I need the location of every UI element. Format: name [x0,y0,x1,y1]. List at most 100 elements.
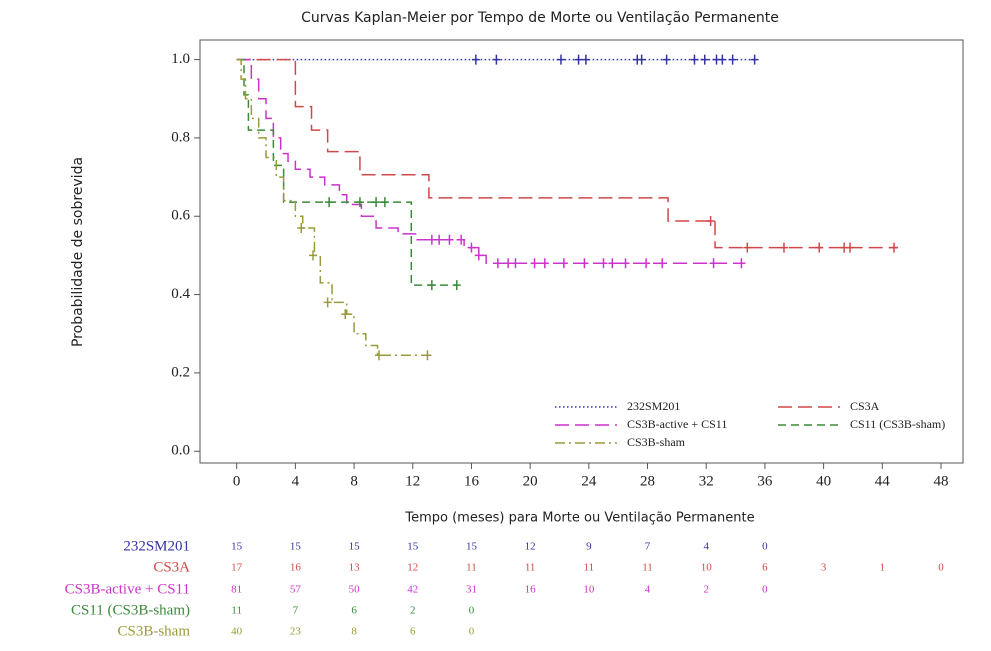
risk-count: 4 [645,584,651,596]
risk-count: 13 [349,562,361,574]
risk-count: 7 [645,541,651,553]
x-tick-label: 28 [640,473,655,489]
censor-mark [427,280,436,291]
risk-count: 16 [290,562,302,574]
censor-mark [658,258,667,269]
censor-mark [700,54,709,65]
risk-count: 50 [349,584,361,596]
risk-count: 9 [586,541,592,553]
censor-mark [815,242,824,253]
censor-mark [474,250,483,261]
censor-mark [737,258,746,269]
risk-count: 11 [584,562,595,574]
risk-row-label: CS3A [153,559,190,575]
risk-count: 15 [290,541,302,553]
censor-mark [467,242,476,253]
censor-mark [341,309,350,320]
legend-label: CS11 (CS3B-sham) [850,417,945,431]
censor-mark [743,242,752,253]
censor-mark [690,54,699,65]
km-curve [236,58,742,264]
censor-mark [728,54,737,65]
risk-count: 2 [703,584,709,596]
legend-label: CS3A [850,399,880,413]
censor-mark [637,54,646,65]
censor-mark [750,54,759,65]
risk-count: 17 [231,562,243,574]
censor-mark [706,215,715,226]
censor-mark [574,54,583,65]
risk-count: 12 [407,562,418,574]
risk-count: 2 [410,605,416,617]
risk-count: 40 [231,626,243,638]
censor-mark [779,242,788,253]
x-tick-label: 40 [816,473,831,489]
risk-count: 16 [525,584,537,596]
risk-count: 6 [351,605,357,617]
risk-count: 15 [231,541,243,553]
risk-count: 42 [407,584,418,596]
censor-mark [435,234,444,245]
risk-count: 31 [466,584,477,596]
risk-count: 15 [349,541,361,553]
x-tick-label: 20 [523,473,538,489]
censor-mark [511,258,520,269]
censor-mark [355,197,364,208]
censor-mark [325,197,334,208]
censor-mark [540,258,549,269]
risk-row-label: CS3B-sham [117,623,190,639]
risk-count: 6 [410,626,416,638]
risk-count: 7 [293,605,299,617]
risk-count: 0 [469,605,475,617]
legend-label: CS3B-sham [627,435,686,449]
x-tick-label: 24 [581,473,597,489]
x-tick-label: 16 [464,473,480,489]
censor-mark [718,54,727,65]
y-tick-label: 0.2 [171,364,190,380]
censor-mark [457,234,466,245]
risk-count: 6 [762,562,768,574]
risk-count: 23 [290,626,302,638]
risk-count: 11 [642,562,653,574]
censor-mark [709,258,718,269]
risk-count: 11 [525,562,536,574]
risk-row-label: CS3B-active + CS11 [65,581,190,597]
risk-count: 3 [821,562,827,574]
risk-count: 15 [407,541,419,553]
plot-frame [199,39,964,464]
y-axis-label: Probabilidade de sobrevida [70,157,86,347]
risk-row-label: CS11 (CS3B-sham) [71,602,190,618]
censor-mark [452,280,461,291]
legend-label: 232SM201 [627,399,680,413]
censor-mark [599,258,608,269]
x-tick-label: 8 [350,473,358,489]
x-tick-label: 44 [875,473,891,489]
risk-count: 1 [880,562,886,574]
x-tick-label: 48 [933,473,948,489]
risk-count: 11 [231,605,242,617]
km-curve [236,58,429,357]
censor-mark [642,258,651,269]
censor-mark [608,258,617,269]
censor-mark [297,223,306,233]
x-tick-label: 32 [699,473,714,489]
risk-count: 0 [469,626,475,638]
x-tick-label: 36 [757,473,773,489]
x-tick-label: 12 [405,473,420,489]
censor-mark [492,54,501,65]
risk-count: 57 [290,584,302,596]
risk-count: 12 [525,541,536,553]
risk-count: 15 [466,541,478,553]
risk-count: 4 [703,541,709,553]
censor-mark [427,234,436,245]
legend-label: CS3B-active + CS11 [627,417,727,431]
censor-mark [445,234,454,245]
censor-mark [621,258,630,269]
censor-mark [556,54,565,65]
censor-mark [559,258,568,269]
censor-mark [372,197,381,208]
chart-title: Curvas Kaplan-Meier por Tempo de Morte o… [301,10,779,26]
censor-mark [471,54,480,65]
